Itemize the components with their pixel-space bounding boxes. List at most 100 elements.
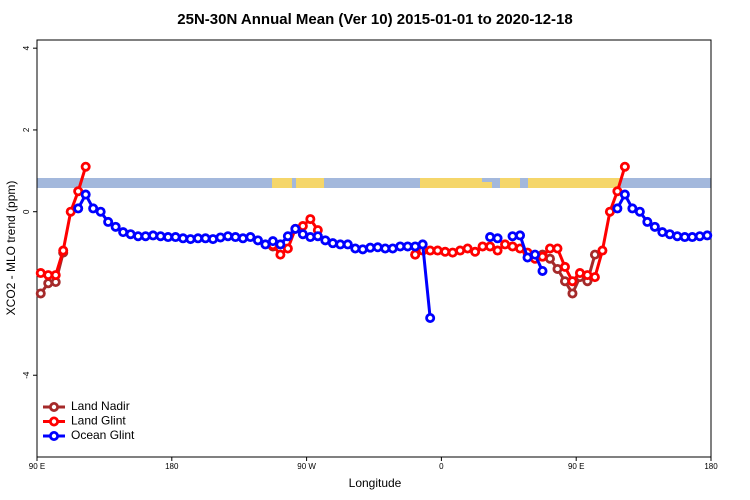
data-point (327, 238, 338, 249)
data-point (357, 244, 368, 255)
data-point (619, 189, 630, 200)
y-axis-title: XCO2 - MLO trend (ppm) (4, 181, 18, 316)
data-point (372, 242, 383, 253)
data-point (215, 232, 226, 243)
data-point (619, 161, 630, 172)
y-tick-label: -4 (22, 371, 31, 379)
data-point (634, 206, 645, 217)
data-point (410, 249, 421, 260)
data-point (612, 186, 623, 197)
data-point (222, 231, 233, 242)
data-point (342, 239, 353, 250)
legend-marker (49, 416, 60, 427)
data-point (80, 189, 91, 200)
data-point (290, 223, 301, 234)
data-point (537, 265, 548, 276)
data-point (148, 230, 159, 241)
data-point (350, 243, 361, 254)
data-point (672, 231, 683, 242)
data-point (485, 232, 496, 243)
data-point (552, 243, 563, 254)
data-point (694, 231, 705, 242)
data-point (282, 231, 293, 242)
data-point (305, 214, 316, 225)
data-point (425, 312, 436, 323)
data-point (140, 231, 151, 242)
data-point (567, 276, 578, 287)
data-point (470, 246, 481, 257)
data-point (462, 243, 473, 254)
data-point (417, 239, 428, 250)
data-point (230, 232, 241, 243)
data-point (432, 245, 443, 256)
data-point (178, 233, 189, 244)
data-point (567, 288, 578, 299)
x-tick-label: 0 (439, 462, 444, 471)
data-point (110, 221, 121, 232)
y-tick-label: 2 (22, 127, 31, 132)
data-point (492, 245, 503, 256)
y-tick-label: 0 (22, 209, 31, 214)
data-point (440, 246, 451, 257)
data-point (604, 206, 615, 217)
data-point (275, 239, 286, 250)
data-point (642, 216, 653, 227)
map-strip (37, 178, 711, 188)
x-axis-title: Longitude (349, 476, 402, 490)
x-tick-label: 90 W (297, 462, 316, 471)
data-point (58, 245, 69, 256)
data-point (50, 270, 61, 281)
data-point (170, 232, 181, 243)
data-point (649, 221, 660, 232)
data-point (312, 231, 323, 242)
data-point (515, 230, 526, 241)
data-point (530, 249, 541, 260)
data-point (627, 203, 638, 214)
x-tick-label: 180 (165, 462, 179, 471)
data-point (80, 161, 91, 172)
data-point (267, 236, 278, 247)
data-point (65, 206, 76, 217)
data-point (589, 272, 600, 283)
data-point (43, 278, 54, 289)
data-point (589, 249, 600, 260)
x-tick-label: 180 (704, 462, 718, 471)
data-point (155, 231, 166, 242)
data-point (597, 245, 608, 256)
legend-label: Ocean Glint (71, 428, 135, 442)
x-tick-label: 90 E (29, 462, 45, 471)
data-point (702, 230, 713, 241)
y-tick-label: 4 (22, 45, 31, 50)
plot-frame (36, 39, 712, 458)
data-point (237, 233, 248, 244)
data-point (200, 233, 211, 244)
data-point (275, 249, 286, 260)
data-point (185, 234, 196, 245)
chart-title: 25N-30N Annual Mean (Ver 10) 2015-01-01 … (177, 11, 572, 28)
data-point (245, 232, 256, 243)
legend-marker (49, 430, 60, 441)
legend-marker (49, 401, 60, 412)
data-point (73, 186, 84, 197)
data-point (282, 243, 293, 254)
x-tick-label: 90 E (568, 462, 584, 471)
data-point (305, 232, 316, 243)
data-point (35, 288, 46, 299)
data-point (252, 235, 263, 246)
data-point (103, 216, 114, 227)
data-point (492, 233, 503, 244)
data-point (507, 231, 518, 242)
data-point (260, 239, 271, 250)
data-point (612, 203, 623, 214)
legend-label: Land Nadir (71, 399, 130, 413)
data-point (687, 232, 698, 243)
data-point (485, 241, 496, 252)
data-point (95, 206, 106, 217)
series-line (76, 191, 432, 319)
data-point (559, 261, 570, 272)
data-point (73, 203, 84, 214)
legend-label: Land Glint (71, 414, 126, 428)
data-point (207, 234, 218, 245)
data-point (88, 203, 99, 214)
